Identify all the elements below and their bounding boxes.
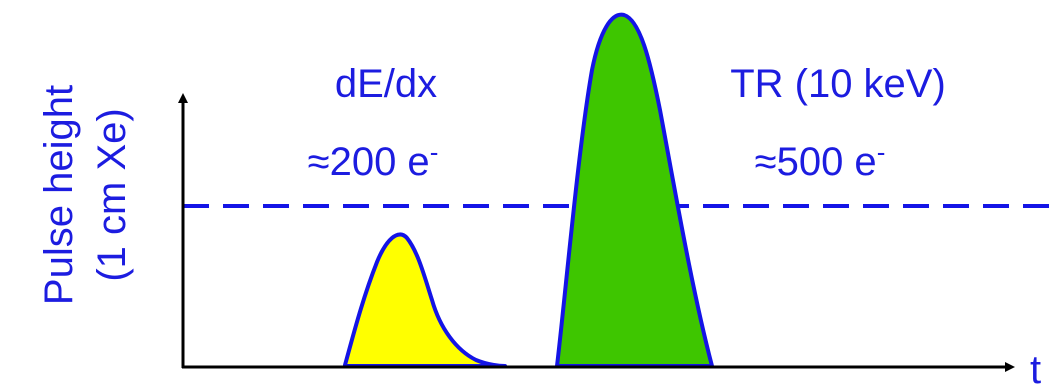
tr-charge-value: ≈500 e [755, 140, 877, 184]
dedx-title: dE/dx [335, 62, 437, 106]
tr-charge: ≈500 e- [755, 137, 886, 184]
tr-charge-superscript: - [877, 137, 886, 167]
dedx-charge-value: ≈200 e [308, 140, 430, 184]
x-axis-label: t [1030, 348, 1041, 387]
y-axis-label-line2: (1 cm Xe) [90, 108, 134, 281]
tr-pulse [555, 12, 714, 368]
dedx-pulse [343, 232, 507, 368]
tr-title: TR (10 keV) [730, 62, 946, 106]
y-axis-label-line1: Pulse height [37, 85, 81, 305]
dedx-charge-superscript: - [430, 137, 439, 167]
dedx-charge: ≈200 e- [308, 137, 439, 184]
